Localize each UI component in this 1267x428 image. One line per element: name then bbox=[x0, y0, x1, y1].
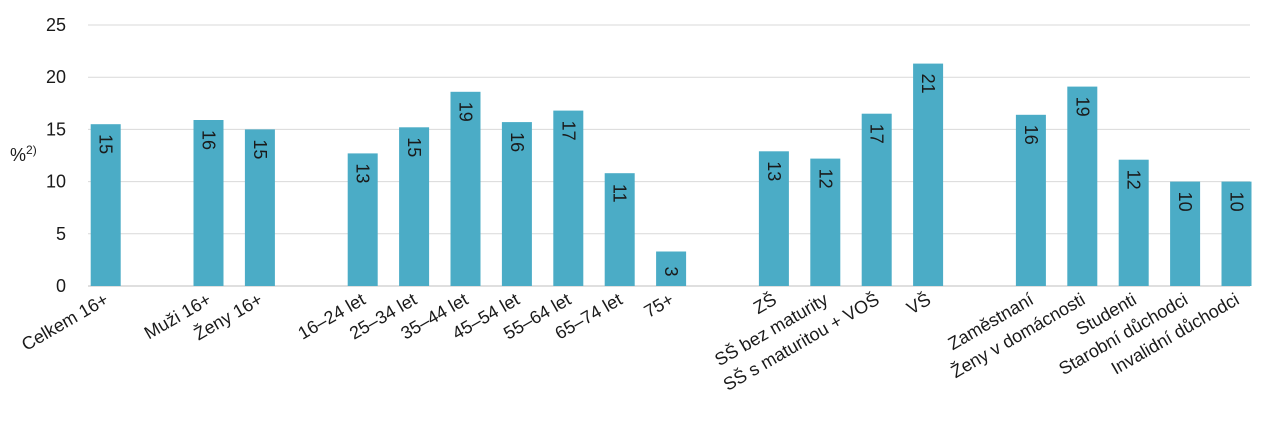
data-label: 13 bbox=[353, 163, 373, 183]
data-label: 17 bbox=[867, 124, 887, 144]
bar bbox=[656, 251, 687, 286]
category-label: Celkem 16+ bbox=[18, 289, 112, 355]
y-axis-label-text: % bbox=[10, 145, 26, 165]
y-tick-label: 20 bbox=[46, 67, 66, 87]
data-label: 16 bbox=[507, 132, 527, 152]
data-label: 15 bbox=[404, 137, 424, 157]
bar bbox=[604, 173, 635, 286]
bar bbox=[1170, 181, 1201, 286]
y-tick-label: 10 bbox=[46, 172, 66, 192]
data-label: 12 bbox=[815, 169, 835, 189]
bar bbox=[810, 158, 841, 286]
data-label: 12 bbox=[1124, 170, 1144, 190]
y-tick-label: 5 bbox=[56, 224, 66, 244]
category-label: 75+ bbox=[641, 289, 677, 322]
bar bbox=[501, 122, 532, 286]
bar bbox=[913, 63, 944, 286]
data-label: 19 bbox=[456, 102, 476, 122]
data-label: 15 bbox=[96, 134, 116, 154]
category-labels: Celkem 16+ Muži 16+Ženy 16+ 16–24 let25–34… bbox=[18, 288, 1242, 394]
y-tick-label: 15 bbox=[46, 119, 66, 139]
data-label: 21 bbox=[918, 74, 938, 94]
bar bbox=[244, 129, 275, 286]
category-label: ZŠ bbox=[749, 288, 779, 318]
y-tick-label: 0 bbox=[56, 276, 66, 296]
bar bbox=[1015, 114, 1046, 286]
bar bbox=[1118, 159, 1149, 286]
data-label: 10 bbox=[1227, 192, 1247, 212]
y-axis-label: %2) bbox=[10, 143, 37, 165]
data-label: 11 bbox=[610, 184, 630, 203]
data-label: 17 bbox=[558, 121, 578, 141]
data-label: 10 bbox=[1175, 192, 1195, 212]
data-label: 16 bbox=[199, 130, 219, 150]
y-axis-ticks: 0 5 10 15 20 25 bbox=[46, 15, 66, 296]
bar bbox=[399, 127, 430, 286]
bar bbox=[553, 110, 584, 286]
y-axis-label-superscript: 2) bbox=[26, 143, 37, 157]
bar bbox=[861, 113, 892, 286]
bar bbox=[347, 153, 378, 286]
data-label: 3 bbox=[661, 267, 681, 277]
bar bbox=[1221, 181, 1252, 286]
data-label: 19 bbox=[1072, 97, 1092, 117]
y-tick-label: 25 bbox=[46, 15, 66, 35]
data-label: 13 bbox=[764, 161, 784, 181]
bars bbox=[90, 63, 1252, 286]
category-label: VŠ bbox=[903, 288, 934, 318]
bar bbox=[758, 151, 789, 286]
bar bbox=[193, 120, 224, 286]
data-label: 16 bbox=[1021, 125, 1041, 145]
gridlines bbox=[88, 24, 1250, 287]
data-label: 15 bbox=[250, 139, 270, 159]
data-labels: 15 16 15 13 15 19 16 17 11 3 13 12 17 21 16 19 12 10 10 bbox=[96, 74, 1247, 277]
bar bbox=[1067, 86, 1098, 286]
bar bbox=[90, 124, 121, 286]
bar bbox=[450, 91, 481, 286]
